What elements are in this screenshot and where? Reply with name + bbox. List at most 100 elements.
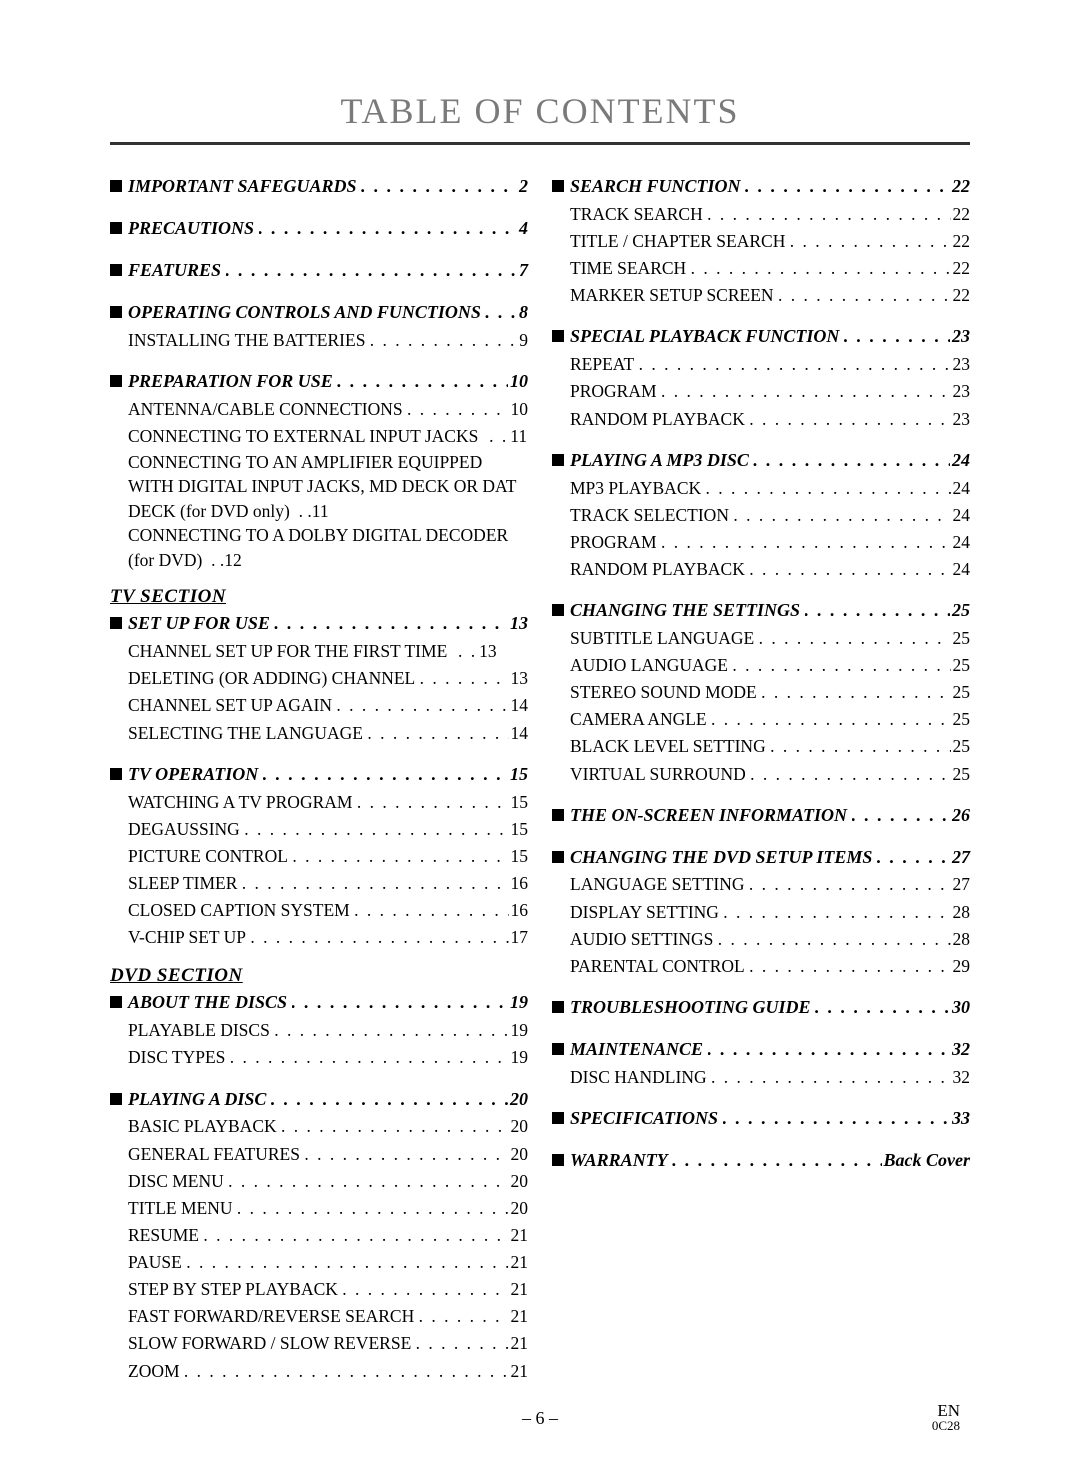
toc-sub-title: WATCHING A TV PROGRAM (128, 789, 357, 816)
toc-sub-title: SUBTITLE LANGUAGE (570, 625, 759, 652)
leader-dots (274, 610, 508, 638)
toc-sub-row: ZOOM 21 (110, 1358, 528, 1385)
toc-sub-row: RESUME 21 (110, 1222, 528, 1249)
leader-dots (259, 215, 517, 243)
leader-dots (723, 899, 950, 926)
toc-sub-page: 22 (951, 201, 971, 228)
bullet-icon (552, 851, 564, 863)
leader-dots (661, 378, 951, 405)
toc-sub-row: SLEEP TIMER 16 (110, 870, 528, 897)
toc-heading-title: CHANGING THE DVD SETUP ITEMS (570, 844, 877, 872)
toc-sub-page: 25 (951, 625, 971, 652)
toc-sub-page: 22 (951, 228, 971, 255)
leader-dots (292, 843, 508, 870)
toc-sub-row: ANTENNA/CABLE CONNECTIONS 10 (110, 396, 528, 423)
toc-sub-row: DISC MENU 20 (110, 1168, 528, 1195)
leader-dots (745, 173, 950, 201)
leader-dots (750, 761, 950, 788)
toc-sub-page: 15 (509, 843, 529, 870)
toc-heading-page: 7 (517, 257, 528, 285)
toc-sub-title: SLOW FORWARD / SLOW REVERSE (128, 1330, 416, 1357)
toc-sub-page: 22 (951, 282, 971, 309)
toc-sub-row: DISPLAY SETTING 28 (552, 899, 970, 926)
toc-sub-title: TIME SEARCH (570, 255, 691, 282)
bullet-icon (552, 604, 564, 616)
toc-sub-page: 22 (951, 255, 971, 282)
toc-heading-title: SPECIAL PLAYBACK FUNCTION (570, 323, 844, 351)
leader-dots (749, 871, 951, 898)
toc-heading-page: 27 (950, 844, 970, 872)
toc-heading-title: SET UP FOR USE (128, 610, 274, 638)
leader-dots (228, 1168, 508, 1195)
toc-sub-page: 25 (951, 761, 971, 788)
leader-dots (271, 1086, 508, 1114)
leader-dots (691, 255, 951, 282)
toc-heading-title: ABOUT THE DISCS (128, 989, 292, 1017)
toc-heading-title: TV OPERATION (128, 761, 263, 789)
leader-dots (337, 368, 508, 396)
toc-sub-page: 15 (509, 789, 529, 816)
toc-heading-title: PRECAUTIONS (128, 215, 259, 243)
toc-sub-page: 20 (509, 1168, 529, 1195)
leader-dots: . . (452, 638, 478, 665)
toc-sub-title: RANDOM PLAYBACK (570, 406, 749, 433)
leader-dots (761, 679, 950, 706)
right-column: SEARCH FUNCTION 22TRACK SEARCH 22TITLE /… (552, 173, 970, 1399)
toc-sub-page: 23 (951, 351, 971, 378)
leader-dots (711, 1064, 951, 1091)
toc-sub-row: BLACK LEVEL SETTING 25 (552, 733, 970, 760)
toc-sub-title: INSTALLING THE BATTERIES (128, 327, 370, 354)
toc-section: WARRANTY Back Cover (552, 1147, 970, 1175)
bullet-icon (552, 1001, 564, 1013)
toc-section: CHANGING THE SETTINGS 25SUBTITLE LANGUAG… (552, 597, 970, 788)
toc-sub-row: SUBTITLE LANGUAGE 25 (552, 625, 970, 652)
toc-heading-row: PREPARATION FOR USE 10 (110, 368, 528, 396)
toc-sub-title: SLEEP TIMER (128, 870, 242, 897)
toc-sub-page: 19 (509, 1017, 529, 1044)
toc-sub-page: 21 (509, 1222, 529, 1249)
leader-dots (778, 282, 951, 309)
toc-heading-title: TROUBLESHOOTING GUIDE (570, 994, 815, 1022)
toc-sub-title: PLAYABLE DISCS (128, 1017, 274, 1044)
toc-sub-title: DISPLAY SETTING (570, 899, 723, 926)
toc-sub-page: 10 (509, 396, 529, 423)
toc-heading-row: TROUBLESHOOTING GUIDE 30 (552, 994, 970, 1022)
toc-heading-page: 24 (950, 447, 970, 475)
footer-lang: EN (932, 1402, 960, 1420)
leader-dots (367, 720, 508, 747)
toc-heading-title: SEARCH FUNCTION (570, 173, 745, 201)
toc-sub-page: 21 (509, 1358, 529, 1385)
leader-dots (370, 327, 517, 354)
toc-sub-page: 21 (509, 1249, 529, 1276)
toc-heading-row: SPECIAL PLAYBACK FUNCTION 23 (552, 323, 970, 351)
toc-heading-page: 19 (508, 989, 528, 1017)
leader-dots (281, 1113, 508, 1140)
leader-dots: . . (294, 501, 312, 521)
leader-dots (186, 1249, 508, 1276)
leader-dots: . . (483, 423, 509, 450)
toc-sub-title: ANTENNA/CABLE CONNECTIONS (128, 396, 407, 423)
toc-heading-row: OPERATING CONTROLS AND FUNCTIONS 8 (110, 299, 528, 327)
leader-dots (304, 1141, 508, 1168)
toc-heading-title: WARRANTY (570, 1147, 672, 1175)
toc-sub-row: DELETING (OR ADDING) CHANNEL 13 (110, 665, 528, 692)
toc-heading-page: 25 (950, 597, 970, 625)
toc-sub-page: 19 (509, 1044, 529, 1071)
toc-sub-row: SLOW FORWARD / SLOW REVERSE 21 (110, 1330, 528, 1357)
toc-sub-row: MARKER SETUP SCREEN 22 (552, 282, 970, 309)
toc-sub-page: 25 (951, 652, 971, 679)
toc-heading-row: WARRANTY Back Cover (552, 1147, 970, 1175)
toc-sub-row: V-CHIP SET UP 17 (110, 924, 528, 951)
toc-sub-row: TITLE MENU 20 (110, 1195, 528, 1222)
toc-sub-row: CHANNEL SET UP AGAIN 14 (110, 692, 528, 719)
toc-heading-title: PLAYING A MP3 DISC (570, 447, 753, 475)
toc-sub-title: LANGUAGE SETTING (570, 871, 749, 898)
toc-sub-row: PAUSE 21 (110, 1249, 528, 1276)
toc-sub-row: GENERAL FEATURES 20 (110, 1141, 528, 1168)
toc-section: SET UP FOR USE 13CHANNEL SET UP FOR THE … (110, 610, 528, 746)
toc-heading-row: PLAYING A MP3 DISC 24 (552, 447, 970, 475)
toc-sub-row: CONNECTING TO A DOLBY DIGITAL DECODER (f… (110, 523, 528, 572)
toc-sub-page: 32 (951, 1064, 971, 1091)
toc-heading-page: 2 (517, 173, 528, 201)
bullet-icon (110, 180, 122, 192)
